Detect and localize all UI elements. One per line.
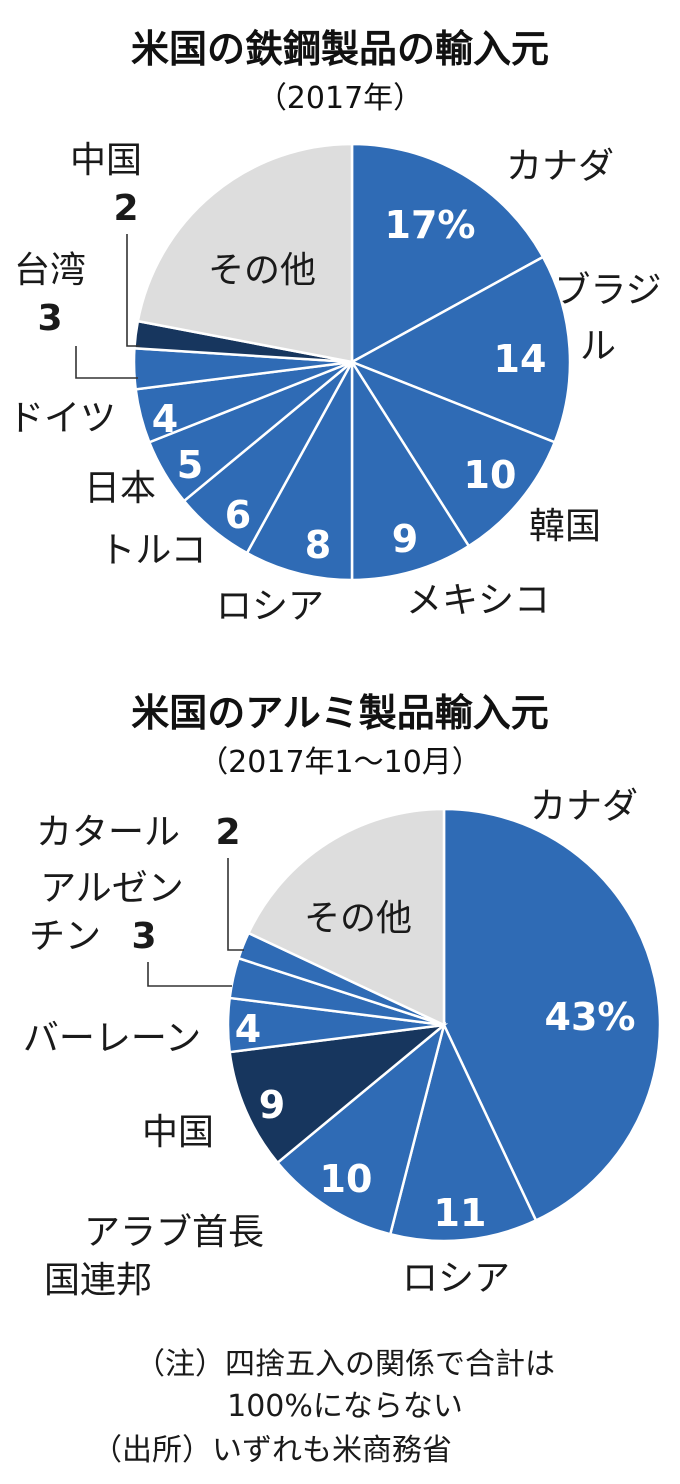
aluminum-category-label-0-0: カナダ	[530, 786, 638, 827]
steel-category-label-4-0: ロシア	[216, 586, 324, 627]
steel-slice-label-4: 8	[305, 523, 331, 567]
aluminum-chart-subtitle: （2017年1～10月）	[198, 745, 482, 780]
aluminum-chart-title: 米国のアルミ製品輸入元	[131, 691, 549, 735]
steel-category-label-1-0: ブラジ	[554, 270, 661, 311]
aluminum-leader-line-6	[227, 858, 244, 951]
steel-category-label-5-0: トルコ	[99, 530, 206, 571]
aluminum-category-label-1-0: ロシア	[402, 1258, 510, 1299]
aluminum-leader-line-5	[147, 962, 232, 987]
aluminum-slice-7	[246, 807, 446, 1027]
steel-slice-0	[350, 142, 545, 365]
note-line-1: （注）四捨五入の関係で合計は	[135, 1347, 555, 1382]
aluminum-slice-label-1: 11	[434, 1191, 487, 1235]
steel-slice-3	[350, 357, 471, 582]
aluminum-slice-2	[275, 1021, 447, 1236]
aluminum-category-label-2-0: アラブ首長	[84, 1212, 264, 1253]
steel-category-label-0-0: カナダ	[506, 146, 614, 187]
aluminum-category-label-5-1: チン	[29, 916, 101, 957]
aluminum-category-label-6-1: 2	[215, 812, 240, 853]
steel-category-label-1-1: ル	[580, 326, 616, 367]
aluminum-category-label-4-0: バーレーン	[23, 1018, 201, 1059]
steel-slice-1	[349, 255, 572, 444]
steel-category-label-7-0: ドイツ	[8, 398, 116, 439]
steel-slice-2	[348, 359, 557, 548]
steel-slice-label-6: 5	[177, 443, 203, 487]
aluminum-category-label-3-0: 中国	[142, 1112, 214, 1153]
steel-slice-label-10: その他	[208, 250, 316, 291]
aluminum-slice-label-7: その他	[304, 898, 412, 939]
steel-category-label-2-0: 韓国	[529, 506, 601, 547]
steel-slice-label-0: 17%	[385, 203, 476, 247]
aluminum-category-label-5-0: アルゼン	[40, 868, 184, 909]
steel-slice-10	[136, 142, 354, 364]
steel-slice-label-3: 9	[392, 517, 418, 561]
steel-category-label-9-0: 中国	[70, 140, 142, 181]
steel-category-label-3-0: メキシコ	[406, 580, 550, 621]
aluminum-slice-3	[228, 1023, 449, 1165]
aluminum-slice-label-4: 4	[235, 1007, 261, 1051]
steel-slice-label-2: 10	[464, 453, 517, 497]
steel-leader-line-9	[126, 234, 140, 347]
aluminum-category-label-2-1: 国連邦	[44, 1260, 152, 1301]
aluminum-slice-1	[388, 1021, 538, 1243]
aluminum-slice-0	[442, 807, 662, 1223]
steel-category-label-9-1: 2	[113, 188, 138, 229]
steel-chart-title: 米国の鉄鋼製品の輸入元	[131, 27, 549, 71]
steel-slice-label-1: 14	[494, 337, 547, 381]
steel-slice-label-7: 4	[152, 397, 178, 441]
aluminum-category-label-6-0: カタール	[36, 812, 180, 853]
steel-slice-4	[245, 361, 354, 582]
steel-chart-subtitle: （2017年）	[257, 81, 423, 116]
note-line-2: 100%にならない	[227, 1389, 463, 1424]
aluminum-category-label-5-2: 3	[131, 916, 156, 957]
steel-leader-line-8	[75, 346, 138, 379]
steel-category-label-8-0: 台湾	[14, 250, 86, 291]
steel-category-label-6-0: 日本	[84, 468, 156, 509]
aluminum-slice-label-2: 10	[320, 1157, 373, 1201]
aluminum-slice-label-3: 9	[259, 1083, 285, 1127]
aluminum-slice-label-0: 43%	[545, 995, 636, 1039]
steel-slice-label-5: 6	[225, 493, 251, 537]
steel-category-label-8-1: 3	[37, 298, 62, 339]
source-line: （出所）いずれも米商務省	[92, 1433, 452, 1468]
